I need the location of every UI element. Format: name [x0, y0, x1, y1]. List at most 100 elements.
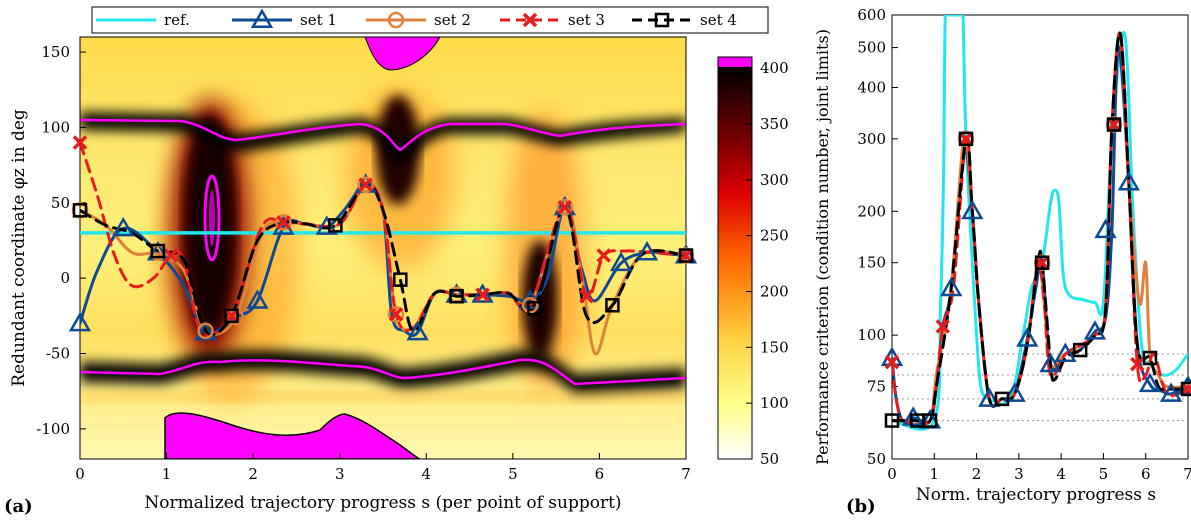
marker-a-3: [388, 307, 404, 322]
marker-b-4: [1072, 342, 1088, 358]
legend-marker-2: [387, 11, 405, 29]
marker-a-1: [246, 289, 269, 309]
marker-a-3: [557, 200, 573, 215]
marker-b-4: [994, 391, 1010, 407]
y-tick-label-b: 300: [857, 130, 886, 148]
marker-b-3: [884, 354, 900, 370]
marker-b-4: [1034, 255, 1050, 270]
y-tick-label-b: 500: [857, 39, 886, 57]
marker-a-2: [357, 176, 374, 193]
marker-a-3: [163, 248, 179, 263]
x-tick-label-b: 7: [1183, 465, 1191, 483]
colorbar-frame: [717, 56, 753, 460]
marker-a-4: [328, 218, 343, 233]
marker-a-4: [72, 203, 88, 218]
marker-b-3: [1180, 381, 1191, 397]
marker-a-4: [527, 301, 542, 316]
marker-a-2: [197, 322, 214, 340]
marker-b-3: [935, 319, 950, 334]
marker-a-2: [521, 297, 539, 314]
marker-b-3: [1034, 255, 1050, 270]
heatmap-background: [80, 37, 686, 459]
marker-a-4: [678, 248, 694, 263]
marker-a-1: [406, 320, 429, 341]
marker-a-1: [194, 320, 217, 341]
marker-b-4: [922, 413, 938, 428]
x-tick-label-a: 3: [335, 465, 345, 483]
y-axis-label-b: Performance criterion (condition number,…: [813, 29, 832, 465]
marker-a-3: [475, 287, 490, 302]
x-tick-label-b: 1: [930, 465, 940, 483]
legend-label-4: set 4: [700, 11, 737, 29]
x-tick-label-b: 5: [1099, 465, 1109, 483]
y-tick-label-b: 150: [857, 254, 886, 272]
marker-a-1: [635, 241, 659, 261]
x-tick-label-a: 7: [681, 465, 691, 483]
y-tick-label-b: 200: [857, 202, 886, 220]
x-tick-label-b: 0: [887, 465, 897, 483]
legend-label-0: ref.: [164, 11, 190, 29]
x-tick-label-b: 4: [1056, 465, 1066, 483]
marker-a-1: [471, 283, 494, 303]
colorbar-tick-label: 150: [760, 338, 789, 356]
colorbar: [718, 57, 752, 459]
marker-b-1: [1039, 352, 1062, 373]
marker-a-1: [112, 216, 135, 237]
marker-a-3: [678, 248, 694, 263]
y-tick-label-a: 50: [51, 194, 70, 212]
y-tick-label-b: 400: [857, 78, 886, 96]
legend-label-3: set 3: [568, 11, 605, 29]
x-tick-label-a: 5: [508, 465, 518, 483]
axis-ticks-a: 0 1 2 3 4 5 6 7 -100 -50 0 50 100 150: [36, 43, 690, 483]
x-axis-label-b: Norm. trajectory progress s: [916, 485, 1156, 505]
marker-a-1: [609, 251, 633, 272]
y-tick-label-a: 100: [41, 118, 70, 136]
legend-marker-3: [522, 12, 538, 28]
marker-b-1: [961, 199, 984, 220]
marker-b-4: [884, 413, 900, 428]
marker-a-4: [393, 272, 408, 287]
colorbar-tick-label: 400: [760, 59, 789, 77]
marker-a-3: [579, 288, 594, 304]
marker-a-2: [556, 199, 574, 216]
y-tick-label-b: 600: [857, 6, 886, 24]
marker-b-4: [958, 131, 974, 147]
marker-a-1: [68, 311, 92, 332]
x-tick-label-b: 3: [1014, 465, 1024, 483]
x-tick-label-a: 1: [162, 465, 172, 483]
x-tick-label-a: 4: [422, 465, 432, 483]
markers-group-a: [68, 135, 698, 341]
x-axis-label-a: Normalized trajectory progress s (per po…: [144, 493, 621, 513]
marker-b-3: [1130, 356, 1145, 372]
y-tick-label-a: -100: [36, 420, 70, 438]
marker-b-4: [1106, 117, 1122, 132]
marker-a-4: [449, 288, 464, 304]
y-tick-label-b: 75: [867, 378, 886, 396]
colorbar-ticks: 50 100 150 200 250 300 350 400: [746, 59, 789, 468]
colorbar-tick-label: 300: [760, 171, 789, 189]
marker-a-4: [150, 243, 166, 259]
marker-b-4: [1180, 381, 1191, 397]
colorbar-tick-label: 100: [760, 394, 789, 412]
y-axis-label-a: Redundant coordinate φz in deg: [9, 109, 29, 387]
marker-b-1: [1094, 218, 1117, 239]
legend: ref. set 1 set 2 set 3 set 4: [91, 6, 769, 34]
axis-ticks-b: 0 1 2 3 4 5 6 7 50 75 100 150 200 300 400 500 600: [857, 6, 1191, 483]
marker-a-3: [596, 248, 611, 263]
marker-a-3: [224, 308, 239, 324]
colorbar-tick-label: 50: [760, 450, 779, 468]
marker-b-1: [940, 276, 963, 297]
marker-a-3: [72, 135, 88, 150]
marker-b-1: [901, 406, 925, 426]
markers-group-b: [880, 116, 1191, 429]
x-tick-label-b: 6: [1141, 465, 1151, 483]
marker-a-3: [276, 215, 291, 230]
legend-label-2: set 2: [434, 11, 471, 29]
marker-b-1: [1138, 372, 1162, 393]
marker-b-1: [1016, 327, 1039, 347]
panel-label-b: (b): [846, 496, 876, 517]
marker-a-2: [387, 306, 405, 323]
marker-a-3: [358, 177, 373, 192]
y-tick-label-a: 0: [60, 269, 70, 287]
